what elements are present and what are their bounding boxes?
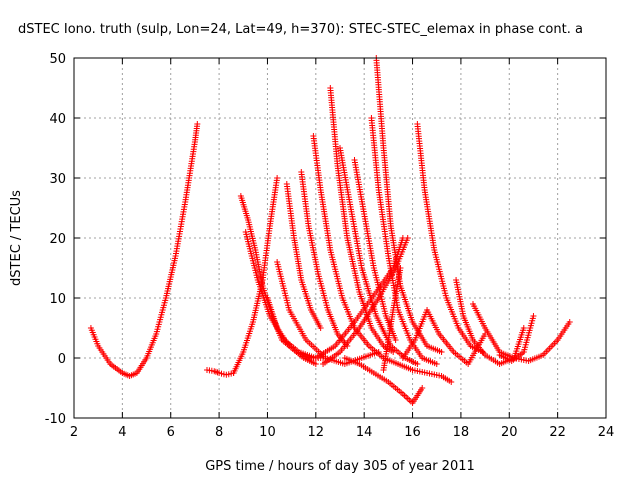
x-tick-label: 22: [549, 425, 566, 440]
x-tick-label: 2: [70, 425, 78, 440]
series-12: [351, 157, 399, 343]
y-tick-label: 10: [49, 292, 66, 307]
series-5: [264, 295, 319, 367]
chart-title: dSTEC Iono. truth (sulp, Lon=24, Lat=49,…: [18, 22, 583, 37]
data-point: [397, 265, 404, 271]
x-tick-label: 14: [356, 425, 373, 440]
x-tick-label: 18: [453, 425, 470, 440]
y-axis-label: dSTEC / TECUs: [9, 190, 24, 286]
series-6: [283, 181, 324, 331]
data-point: [312, 361, 319, 367]
data-point: [404, 235, 411, 241]
data-point: [419, 385, 426, 391]
y-tick-label: -10: [45, 412, 66, 427]
series-14: [368, 115, 440, 367]
x-tick-label: 6: [167, 425, 175, 440]
series-16: [320, 235, 411, 367]
x-tick-label: 12: [308, 425, 325, 440]
x-tick-label: 24: [598, 425, 615, 440]
series-19: [399, 307, 489, 367]
data-point: [433, 361, 440, 367]
data-point: [194, 121, 201, 127]
x-tick-label: 8: [215, 425, 223, 440]
data-point: [274, 175, 281, 181]
x-tick-label: 10: [259, 425, 276, 440]
data-point: [392, 337, 399, 343]
y-tick-label: 20: [49, 232, 66, 247]
data-point: [530, 313, 537, 319]
series-10: [327, 85, 397, 355]
y-tick-label: 0: [58, 352, 66, 367]
x-tick-label: 4: [118, 425, 126, 440]
y-tick-label: 40: [49, 112, 66, 127]
series-11: [337, 145, 421, 367]
plot-frame: [73, 57, 607, 419]
y-tick-label: 50: [49, 52, 66, 67]
grid: [74, 58, 606, 418]
x-axis-label: GPS time / hours of day 305 of year 2011: [205, 459, 475, 474]
data-point: [414, 361, 421, 367]
series-13: [341, 355, 426, 406]
data-point: [317, 325, 324, 331]
data-point: [566, 319, 573, 325]
data-points: [87, 55, 573, 406]
series-17: [380, 265, 404, 373]
x-tick-label: 16: [404, 425, 421, 440]
data-point: [438, 349, 445, 355]
series-1: [204, 367, 237, 378]
data-point: [448, 379, 455, 385]
y-tick-label: 30: [49, 172, 66, 187]
series-8: [298, 169, 351, 349]
x-tick-label: 20: [501, 425, 518, 440]
series-9: [310, 133, 455, 385]
data-point: [520, 325, 527, 331]
series-23: [511, 319, 573, 364]
series-0: [87, 121, 201, 379]
